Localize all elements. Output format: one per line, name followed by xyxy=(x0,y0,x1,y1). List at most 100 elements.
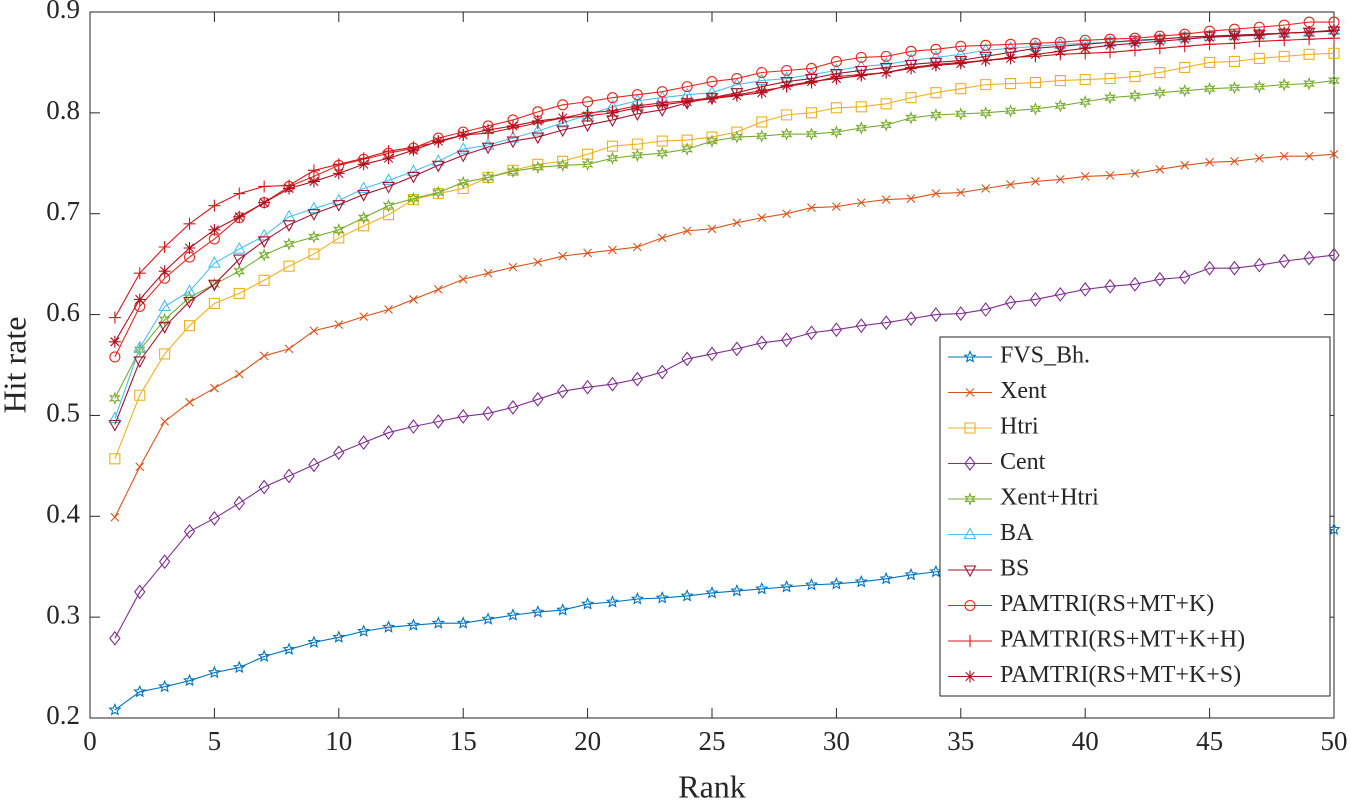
data-point xyxy=(532,391,544,407)
data-point xyxy=(332,200,346,212)
data-point xyxy=(1278,27,1291,40)
data-point xyxy=(183,251,196,263)
data-point xyxy=(807,203,816,213)
data-point xyxy=(307,175,320,188)
y-tick-label: 0.6 xyxy=(46,297,80,327)
data-point xyxy=(457,175,470,190)
data-point xyxy=(182,673,197,687)
legend-marker xyxy=(964,670,976,683)
x-tick-label: 5 xyxy=(208,726,222,756)
data-point xyxy=(308,457,320,473)
data-point xyxy=(980,79,992,91)
data-point xyxy=(606,92,619,104)
data-point xyxy=(830,102,842,114)
data-point xyxy=(359,312,369,321)
data-point xyxy=(133,293,146,306)
x-tick-label: 10 xyxy=(325,726,352,756)
data-point xyxy=(655,591,669,604)
data-point xyxy=(456,150,470,163)
data-point xyxy=(656,86,668,98)
data-point xyxy=(880,66,893,79)
data-point xyxy=(508,262,518,272)
data-point xyxy=(208,223,221,236)
data-point xyxy=(1104,33,1116,45)
data-point xyxy=(258,180,271,193)
data-point xyxy=(755,82,769,94)
data-point xyxy=(1054,286,1067,302)
data-point xyxy=(756,67,768,78)
data-point xyxy=(185,397,194,407)
legend-label: PAMTRI(RS+MT+K+S) xyxy=(1000,662,1241,688)
data-point xyxy=(1029,77,1041,89)
data-point xyxy=(333,445,345,461)
data-point xyxy=(581,109,594,122)
data-point xyxy=(1278,77,1291,92)
y-tick-label: 0.4 xyxy=(46,498,80,528)
data-point xyxy=(1328,24,1340,37)
data-point xyxy=(1054,75,1066,87)
data-point xyxy=(282,220,296,232)
data-point xyxy=(1228,30,1241,43)
data-point xyxy=(805,127,818,141)
data-point xyxy=(1079,42,1092,55)
data-point xyxy=(1203,81,1216,96)
data-point xyxy=(1154,66,1166,79)
data-point xyxy=(631,89,643,101)
data-point xyxy=(1278,50,1290,62)
data-point xyxy=(258,196,271,209)
data-point xyxy=(606,376,619,392)
data-point xyxy=(110,512,120,522)
data-point xyxy=(232,241,246,254)
legend-label: Xent+Htri xyxy=(1000,485,1099,511)
data-point xyxy=(457,182,469,195)
data-point xyxy=(1205,157,1214,167)
x-tick-label: 0 xyxy=(83,726,97,756)
data-point xyxy=(606,106,619,119)
data-point xyxy=(855,318,867,334)
data-point xyxy=(608,245,617,255)
data-point xyxy=(207,255,221,268)
data-point xyxy=(805,63,818,74)
data-point xyxy=(458,274,468,284)
data-point xyxy=(482,406,494,421)
data-point xyxy=(854,65,868,78)
data-point xyxy=(531,160,544,175)
data-point xyxy=(108,335,121,348)
data-point xyxy=(531,114,544,127)
data-point xyxy=(905,45,917,57)
data-point xyxy=(1204,25,1216,37)
data-point xyxy=(1279,151,1289,161)
data-point xyxy=(133,356,147,369)
data-point xyxy=(781,109,793,121)
legend-marker xyxy=(964,492,976,506)
data-point xyxy=(357,210,370,225)
data-point xyxy=(158,240,171,253)
data-point xyxy=(879,571,893,585)
data-point xyxy=(210,383,219,393)
data-point xyxy=(581,597,595,610)
data-point xyxy=(384,305,393,314)
data-point xyxy=(432,135,445,148)
data-point xyxy=(1079,94,1092,109)
data-point xyxy=(1128,37,1141,50)
data-point xyxy=(1253,52,1265,64)
data-point xyxy=(433,284,443,294)
data-point xyxy=(481,142,495,155)
legend-label: Xent xyxy=(1000,378,1047,404)
data-point xyxy=(406,618,421,631)
data-point xyxy=(854,574,868,588)
data-point xyxy=(630,592,644,605)
data-point xyxy=(706,134,718,148)
data-point xyxy=(432,414,445,429)
data-point xyxy=(1228,80,1241,95)
data-point xyxy=(556,125,570,138)
data-point xyxy=(979,302,992,317)
data-point xyxy=(656,146,669,161)
data-point xyxy=(357,158,370,171)
data-point xyxy=(134,389,146,401)
data-point xyxy=(556,158,569,173)
data-point xyxy=(183,284,196,296)
data-point xyxy=(905,92,917,104)
x-tick-label: 40 xyxy=(1072,726,1099,756)
data-point xyxy=(681,142,694,157)
